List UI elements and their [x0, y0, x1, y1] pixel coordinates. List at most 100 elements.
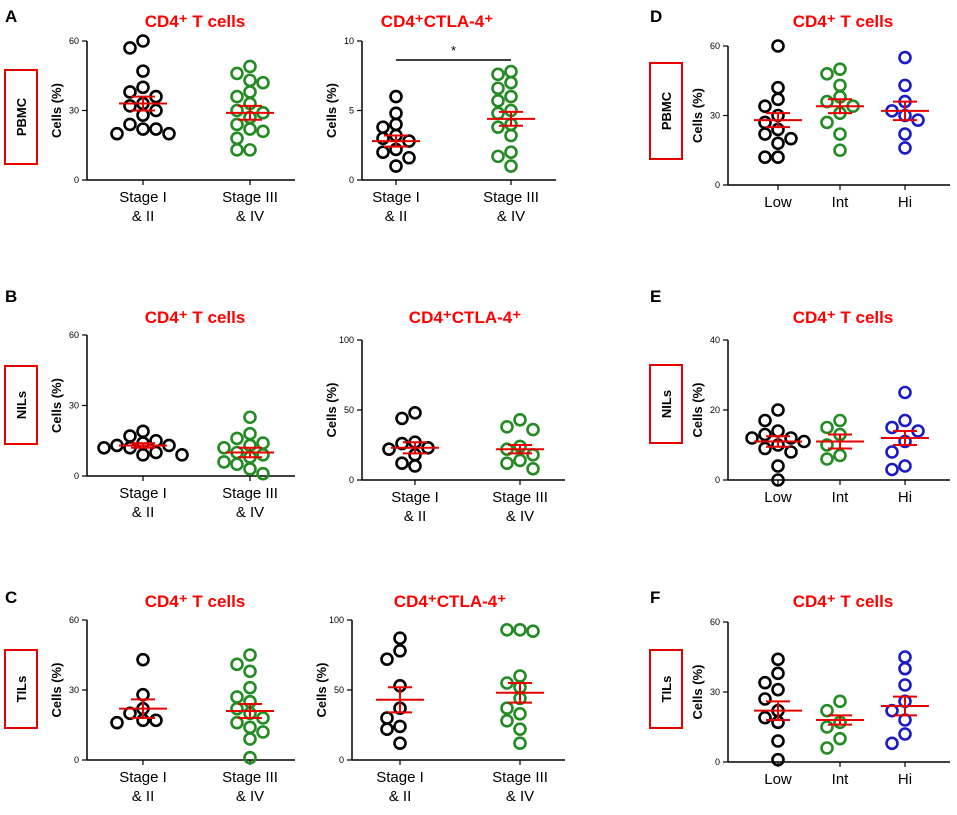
data-point	[136, 424, 150, 439]
data-point	[758, 692, 772, 706]
group-2: Hi	[881, 50, 929, 211]
y-tick-label: 0	[349, 175, 354, 185]
data-point	[376, 145, 390, 159]
data-point	[885, 420, 899, 435]
data-point	[123, 85, 137, 99]
data-point	[243, 410, 257, 425]
group-1: Int	[816, 694, 864, 788]
y-tick-label: 5	[349, 106, 354, 116]
category-label: Stage III	[492, 489, 548, 506]
group-0: Stage I & II	[110, 652, 167, 805]
group-1: Stage III & IV	[483, 64, 539, 225]
data-point	[243, 426, 257, 441]
category-label: Low	[764, 194, 792, 211]
y-axis-label: Cells (%)	[690, 383, 705, 438]
data-point	[393, 631, 407, 646]
y-tick-label: 100	[329, 615, 344, 625]
data-point	[136, 122, 150, 136]
category-label: & IV	[506, 788, 534, 805]
chart-d: D PBMC CD4⁺ T cells 0 30 60 Cells (%) Low Int Hi	[649, 7, 950, 211]
row-label-box	[649, 62, 683, 160]
data-point	[784, 131, 798, 146]
category-label: & IV	[236, 788, 264, 805]
data-point	[136, 34, 150, 48]
y-tick-label: 0	[715, 180, 720, 190]
data-point	[513, 706, 527, 721]
data-point	[243, 732, 257, 746]
data-point	[885, 462, 899, 477]
data-point	[758, 150, 772, 164]
data-point	[149, 122, 163, 136]
data-point	[898, 727, 912, 741]
data-point	[217, 440, 231, 455]
data-point	[256, 466, 270, 481]
data-point	[243, 680, 257, 695]
data-point	[758, 710, 772, 725]
data-point	[256, 448, 270, 462]
y-tick-label: 30	[69, 106, 79, 116]
row-label: PBMC	[659, 91, 674, 130]
data-point	[771, 682, 785, 697]
data-point	[500, 456, 514, 471]
data-point	[758, 127, 772, 141]
data-point	[123, 429, 137, 443]
data-point	[408, 405, 422, 420]
data-point	[243, 122, 257, 136]
chart-f: F TILs CD4⁺ T cells 0 30 60 Cells (%) Low Int Hi	[649, 588, 950, 788]
group-1: Int	[816, 413, 864, 506]
data-point	[243, 73, 257, 88]
group-0: Stage I & II	[382, 405, 439, 525]
data-point	[771, 459, 785, 473]
data-point	[393, 643, 407, 658]
data-point	[504, 64, 518, 79]
data-point	[504, 75, 518, 90]
data-point	[771, 403, 785, 417]
data-point	[243, 59, 257, 74]
category-label: Low	[764, 489, 792, 506]
data-point	[243, 720, 257, 735]
chart-b1: B NILs CD4⁺ T cells 0 30 60 Cells (%) Stage I & …	[4, 287, 295, 521]
panel-letter: B	[5, 287, 17, 306]
category-label: Stage I	[372, 189, 420, 206]
data-point	[898, 678, 912, 692]
y-tick-label: 0	[74, 175, 79, 185]
data-point	[389, 106, 403, 121]
y-tick-label: 30	[69, 685, 79, 695]
data-point	[243, 462, 257, 476]
data-point	[784, 431, 798, 445]
category-label: & II	[404, 508, 427, 525]
data-point	[513, 622, 527, 637]
data-point	[149, 445, 163, 460]
chart-title: CD4⁺CTLA-4⁺	[394, 592, 506, 611]
data-point	[230, 103, 244, 118]
chart-title: CD4⁺ T cells	[145, 592, 246, 611]
chart-e: E NILs CD4⁺ T cells 0 20 40 Cells (%) Low Int Hi	[649, 287, 950, 506]
data-point	[898, 650, 912, 664]
y-axis-label: Cells (%)	[690, 88, 705, 143]
group-0: Stage I & II	[376, 631, 424, 805]
data-point	[833, 448, 847, 463]
data-point	[833, 143, 847, 158]
data-point	[898, 141, 912, 155]
data-point	[217, 455, 231, 469]
data-point	[491, 67, 505, 82]
group-1: Stage III & IV	[222, 648, 278, 805]
chart-title: CD4⁺ T cells	[793, 308, 894, 327]
y-tick-label: 30	[710, 111, 720, 121]
data-point	[243, 143, 257, 157]
data-point	[771, 136, 785, 151]
chart-title: CD4⁺ T cells	[145, 308, 246, 327]
row-label: NILs	[659, 390, 674, 418]
data-point	[771, 652, 785, 667]
data-point	[230, 690, 244, 704]
data-point	[513, 669, 527, 683]
data-point	[380, 652, 394, 667]
row-label-box	[649, 364, 683, 444]
data-point	[745, 431, 759, 445]
data-point	[243, 648, 257, 662]
data-point	[771, 473, 785, 487]
data-point	[885, 445, 899, 459]
significance-marker: *	[451, 43, 456, 58]
data-point	[526, 447, 540, 462]
data-point	[898, 413, 912, 428]
